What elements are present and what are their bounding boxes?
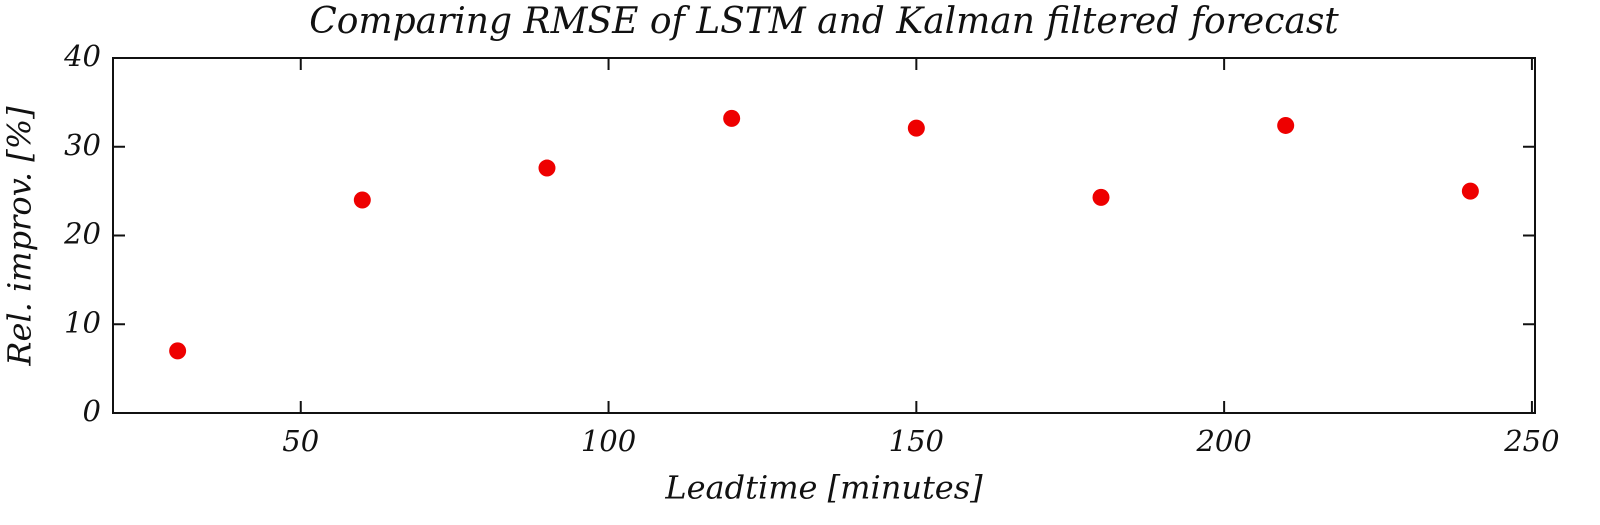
scatter-point xyxy=(723,109,741,127)
scatter-point xyxy=(1092,188,1110,206)
scatter-point xyxy=(1277,116,1295,134)
x-tick-label: 100 xyxy=(581,424,636,458)
x-tick-label: 250 xyxy=(1503,424,1559,458)
x-tick-label: 150 xyxy=(889,424,944,458)
scatter-point xyxy=(907,119,925,137)
scatter-point xyxy=(353,191,371,209)
chart-title: Comparing RMSE of LSTM and Kalman filter… xyxy=(309,1,1339,42)
x-tick-label: 50 xyxy=(282,424,319,458)
y-tick-label: 40 xyxy=(63,39,101,73)
plot-frame xyxy=(112,57,1536,414)
y-tick-label: 10 xyxy=(64,305,101,339)
scatter-point xyxy=(1461,182,1479,200)
y-axis-label: Rel. improv. [%] xyxy=(1,106,39,367)
y-tick-label: 30 xyxy=(64,128,101,162)
scatter-point xyxy=(169,342,187,360)
x-tick-label: 200 xyxy=(1195,424,1251,458)
scatter-point xyxy=(538,159,556,177)
x-axis-label: Leadtime [minutes] xyxy=(664,469,983,507)
y-tick-label: 20 xyxy=(63,217,101,251)
y-tick-label: 0 xyxy=(83,394,101,428)
